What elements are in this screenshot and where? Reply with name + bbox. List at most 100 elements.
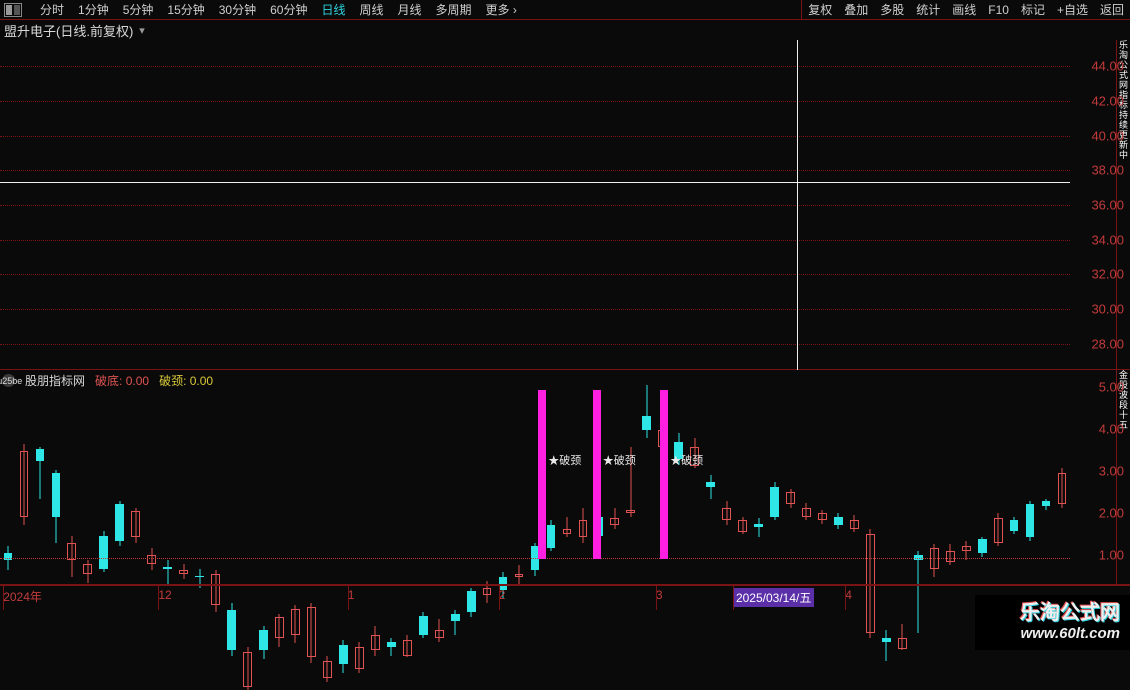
x-axis-tick[interactable]: 12 — [158, 588, 171, 602]
axis-divider-line — [499, 586, 500, 610]
price-axis-label: 44.00 — [1091, 59, 1124, 74]
timeframe-selector: 分时 1分钟 5分钟 15分钟 30分钟 60分钟 日线 周线 月线 多周期 更… — [0, 1, 517, 18]
panel-toggle-icon[interactable] — [4, 3, 22, 17]
btn-zixuan[interactable]: +自选 — [1057, 1, 1088, 18]
tf-item-more[interactable]: 更多 › — [486, 1, 517, 18]
price-gridline — [0, 136, 1070, 137]
candle-body — [387, 642, 396, 647]
x-axis-tick[interactable]: 3 — [656, 588, 663, 602]
price-gridline — [0, 205, 1070, 206]
price-axis-label: 36.00 — [1091, 198, 1124, 213]
watermark-url: www.60lt.com — [1020, 625, 1120, 642]
candle-body — [339, 645, 348, 664]
btn-dieijia[interactable]: 叠加 — [844, 1, 868, 18]
price-gridline — [0, 240, 1070, 241]
x-axis-bar: 2024年 12 1 2 2025/03/14/五 3 4 — [0, 585, 1130, 610]
tf-item-1[interactable]: 1分钟 — [78, 1, 109, 18]
sub-axis-label: 1.00 — [1099, 548, 1124, 563]
candle-body — [419, 616, 428, 635]
tf-item-5[interactable]: 60分钟 — [270, 1, 307, 18]
pojing-signal-bar-2[interactable] — [660, 390, 668, 559]
crosshair-vertical-line — [797, 40, 798, 370]
candle-body — [275, 617, 284, 638]
candle-body — [435, 630, 444, 639]
candle-body — [371, 635, 380, 651]
candle-body — [227, 610, 236, 650]
pojing-star-label-2: ★破颈 — [670, 452, 703, 468]
btn-huaxian[interactable]: 画线 — [952, 1, 976, 18]
x-axis-tick[interactable]: 2 — [499, 588, 506, 602]
axis-divider-line — [845, 586, 846, 610]
candle-body — [451, 614, 460, 621]
price-gridline — [0, 170, 1070, 171]
candle-body — [898, 638, 907, 648]
main-candlestick-chart: 乐淘公式网指标持续更新中 44.00 42.00 40.00 38.00 36.00 34… — [0, 40, 1130, 370]
tf-item-multi[interactable]: 多周期 — [436, 1, 472, 18]
pojing-signal-bar-0[interactable] — [538, 390, 546, 559]
axis-divider-line — [348, 586, 349, 610]
pojing-label: 破颈: 0.00 — [159, 372, 213, 389]
sub-axis-label: 4.00 — [1099, 422, 1124, 437]
candle-body — [323, 661, 332, 678]
watermark-title: 乐淘公式网 — [1020, 596, 1120, 625]
candle-wick — [886, 630, 887, 661]
x-axis-tick[interactable]: 2024年 — [3, 588, 42, 605]
title-dropdown-caret[interactable]: ▾ — [139, 24, 145, 37]
price-axis-label: 28.00 — [1091, 336, 1124, 351]
podiv-label: 破底: 0.00 — [95, 372, 149, 389]
price-axis-label: 38.00 — [1091, 163, 1124, 178]
tf-item-0[interactable]: 分时 — [40, 1, 64, 18]
sub-panel-baseline — [0, 558, 1070, 559]
btn-fuquan[interactable]: 复权 — [808, 1, 832, 18]
axis-divider-line — [3, 586, 4, 610]
axis-divider-line — [158, 586, 159, 610]
candle-body — [259, 630, 268, 651]
price-axis-label: 30.00 — [1091, 302, 1124, 317]
price-axis-label: 34.00 — [1091, 232, 1124, 247]
candle-body — [882, 638, 891, 641]
site-watermark: 乐淘公式网 www.60lt.com — [1020, 596, 1120, 642]
top-toolbar: 分时 1分钟 5分钟 15分钟 30分钟 60分钟 日线 周线 月线 多周期 更… — [0, 0, 1130, 20]
price-gridline — [0, 344, 1070, 345]
stock-title: 盟升电子(日线.前复权) — [4, 21, 133, 40]
chevron-circle-icon[interactable]: \u25be — [2, 374, 15, 387]
x-axis-tick[interactable]: 1 — [348, 588, 355, 602]
axis-divider-line — [733, 586, 734, 610]
price-gridline — [0, 66, 1070, 67]
candle-body — [355, 647, 364, 670]
current-date-marker[interactable]: 2025/03/14/五 — [733, 588, 814, 607]
crosshair-horizontal-line — [0, 182, 1070, 183]
tf-item-4[interactable]: 30分钟 — [219, 1, 256, 18]
right-toolbar: 复权 叠加 多股 统计 画线 F10 标记 +自选 返回 — [801, 0, 1130, 19]
indicator-name-label: 股朋指标网 — [25, 372, 85, 389]
indicator-sub-panel: \u25be 股朋指标网 破底: 0.00 破颈: 0.00 金股波段十五 5.… — [0, 370, 1130, 585]
axis-divider-line — [656, 586, 657, 610]
pojing-star-label-0: ★破颈 — [548, 452, 581, 468]
x-axis-tick[interactable]: 4 — [845, 588, 852, 602]
tf-item-daily-active[interactable]: 日线 — [321, 1, 345, 18]
price-axis-label: 32.00 — [1091, 267, 1124, 282]
tf-item-weekly[interactable]: 周线 — [359, 1, 383, 18]
candle-body — [291, 609, 300, 635]
candle-body — [403, 640, 412, 656]
tf-item-2[interactable]: 5分钟 — [123, 1, 154, 18]
price-axis-label: 40.00 — [1091, 128, 1124, 143]
pojing-star-label-1: ★破颈 — [603, 452, 636, 468]
price-gridline — [0, 274, 1070, 275]
btn-duogu[interactable]: 多股 — [880, 1, 904, 18]
sub-axis-label: 5.00 — [1099, 379, 1124, 394]
pojing-signal-bar-1[interactable] — [593, 390, 601, 559]
btn-tongji[interactable]: 统计 — [916, 1, 940, 18]
price-gridline — [0, 309, 1070, 310]
sub-axis-label: 3.00 — [1099, 464, 1124, 479]
btn-fanhui[interactable]: 返回 — [1100, 1, 1124, 18]
btn-biaoji[interactable]: 标记 — [1021, 1, 1045, 18]
tf-item-3[interactable]: 15分钟 — [167, 1, 204, 18]
candle-body — [243, 652, 252, 687]
sub-panel-header: \u25be 股朋指标网 破底: 0.00 破颈: 0.00 — [2, 372, 213, 389]
tf-item-monthly[interactable]: 月线 — [398, 1, 422, 18]
btn-f10[interactable]: F10 — [988, 3, 1009, 17]
price-gridline — [0, 101, 1070, 102]
price-axis-label: 42.00 — [1091, 93, 1124, 108]
stock-chart-app: 分时 1分钟 5分钟 15分钟 30分钟 60分钟 日线 周线 月线 多周期 更… — [0, 0, 1130, 650]
